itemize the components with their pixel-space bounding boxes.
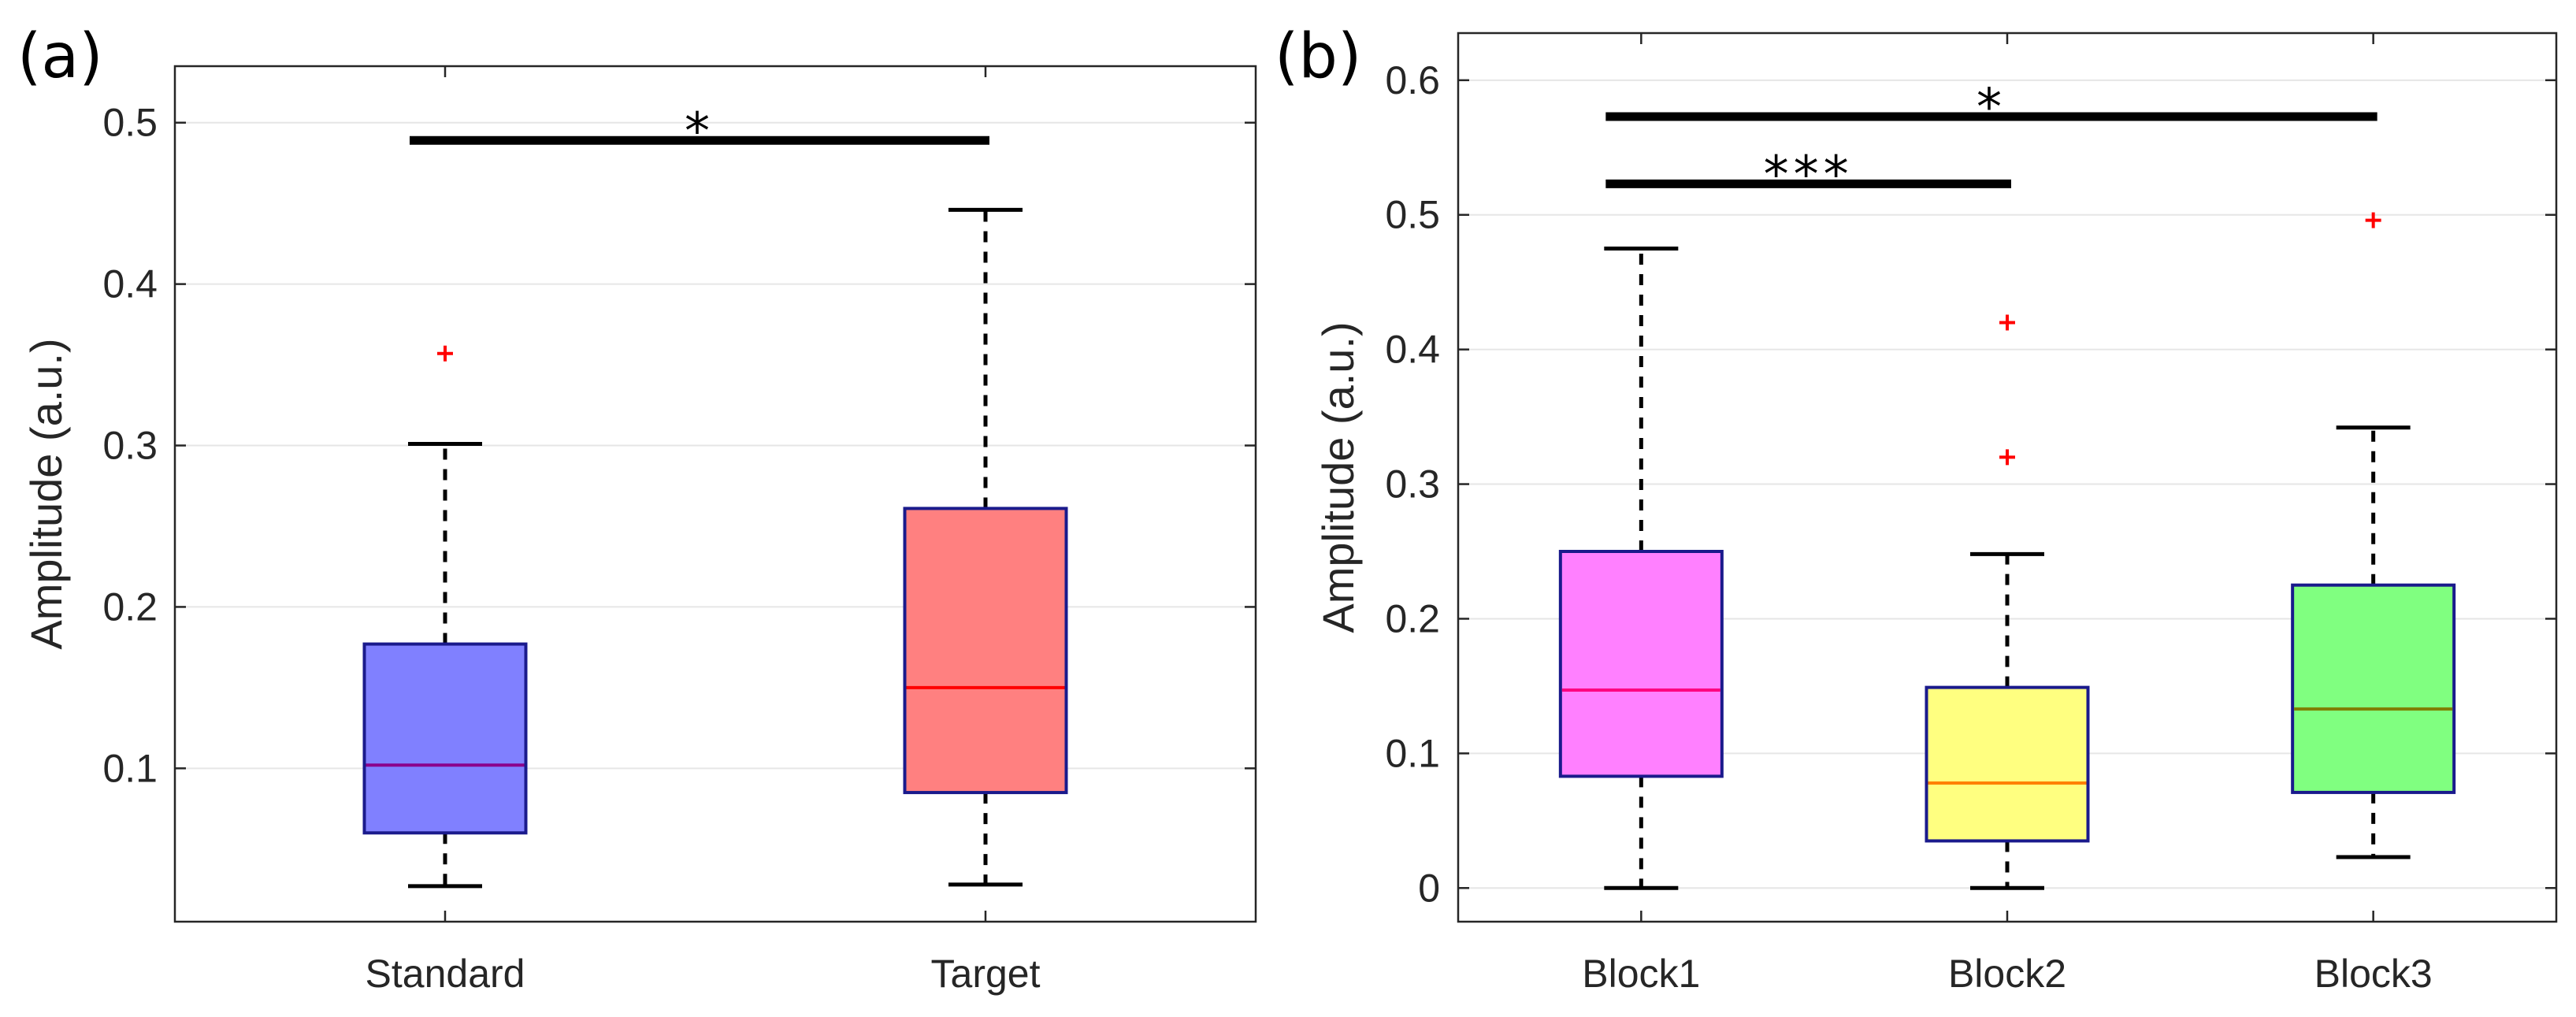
y-axis-label: Amplitude (a.u.) [21,338,71,649]
box-iqr [2291,583,2456,794]
box-block2 [1925,314,2090,890]
box-block1 [1558,246,1724,890]
y-tick-label: 0.3 [102,424,158,468]
y-tick-label: 0.5 [102,101,158,145]
x-tick-label: Standard [366,952,525,996]
outlier-marker [1999,314,2015,331]
outlier-marker [2365,212,2381,228]
y-axis-label: Amplitude (a.u.) [1313,321,1363,633]
y-tick-label: 0.1 [102,746,158,790]
x-tick-label: Block2 [1948,952,2066,996]
x-tick-label: Target [931,952,1041,996]
significance-label: *** [1764,146,1854,204]
y-tick-label: 0.6 [1385,58,1440,102]
y-tick-label: 0 [1418,866,1440,910]
panel-label: (b) [1275,21,1361,92]
y-tick-label: 0.2 [102,585,158,629]
box-iqr [903,507,1068,795]
box-standard [362,345,528,889]
y-tick-label: 0.1 [1385,731,1440,775]
y-tick-label: 0.5 [1385,193,1440,237]
box-block3 [2291,212,2456,859]
y-tick-label: 0.3 [1385,462,1440,507]
y-tick-label: 0.4 [102,262,158,306]
panel-a-chart: 0.1 0.2 0.3 0.4 0.5 Standard Target Amplitude (… [17,21,1257,996]
x-tick-label: Block3 [2314,952,2433,996]
box-iqr [362,642,528,835]
panel-b-chart: 0 0.1 0.2 0.3 0.4 0.5 0.6 Block1 Block2 Block3 Amp… [1275,21,2558,996]
axes-frame [173,65,1257,923]
significance-label: * [685,102,715,161]
y-tick-label: 0.4 [1385,328,1440,372]
outlier-marker [1999,449,2015,466]
box-target [903,207,1068,887]
box-iqr [1558,550,1724,778]
outlier-marker [437,345,453,362]
y-tick-label: 0.2 [1385,596,1440,640]
x-tick-label: Block1 [1582,952,1700,996]
panel-label: (a) [17,21,103,92]
box-iqr [1925,685,2090,843]
significance-label: * [1977,79,2006,137]
